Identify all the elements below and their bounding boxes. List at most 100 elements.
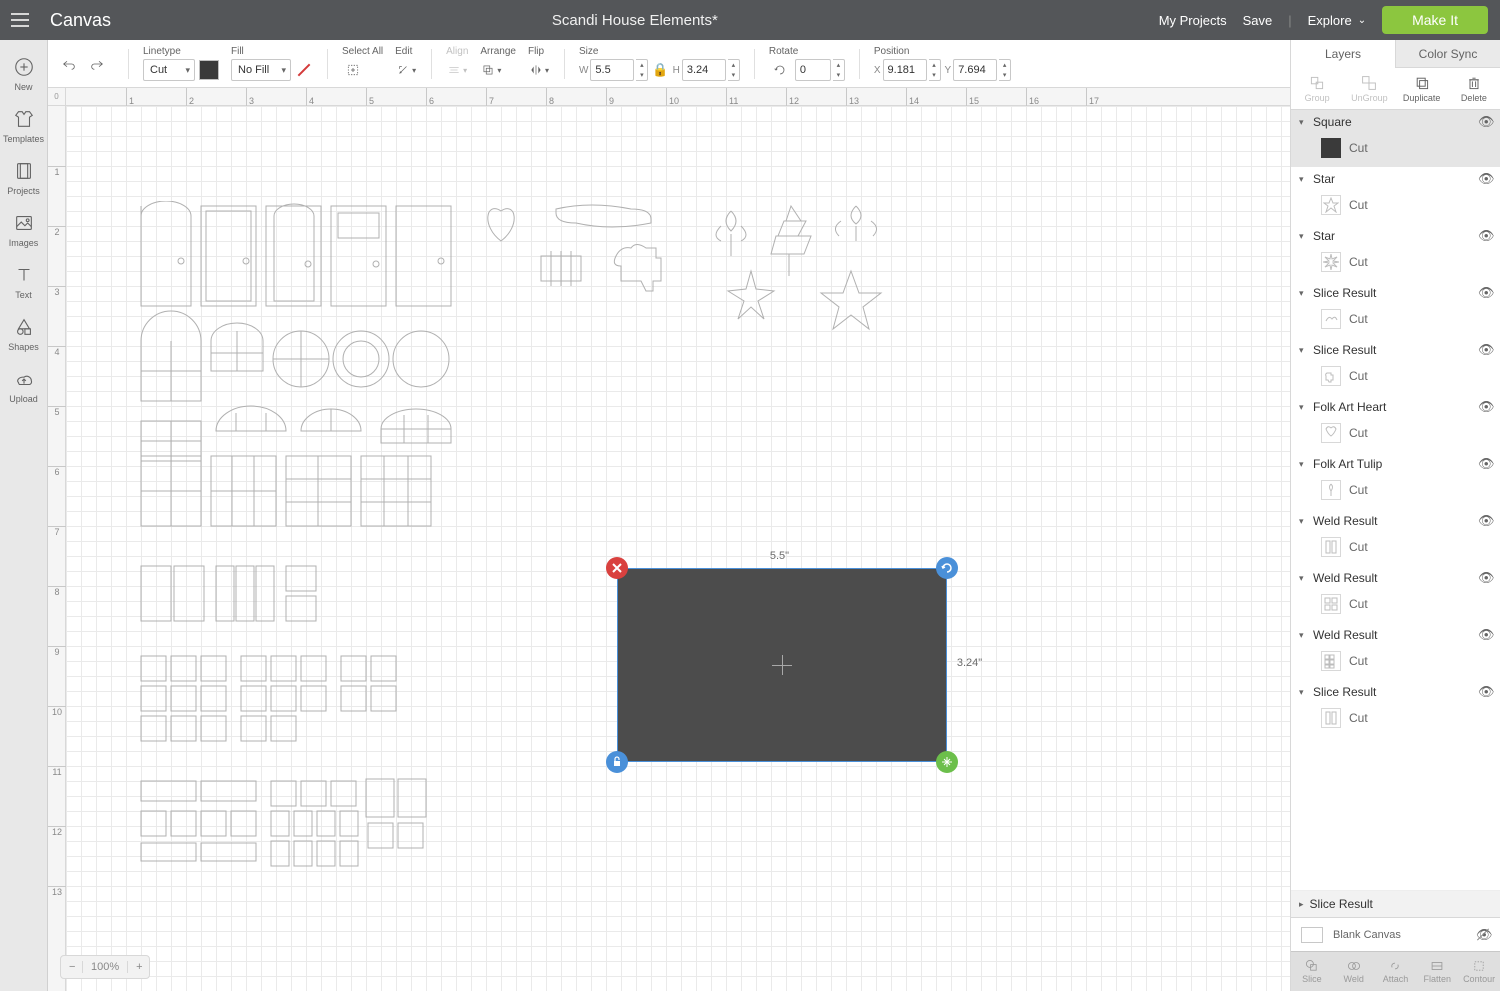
sidebar-images[interactable]: Images <box>0 206 48 254</box>
make-it-button[interactable]: Make It <box>1382 6 1488 34</box>
select-all-button[interactable] <box>342 59 364 81</box>
visibility-icon[interactable]: 👁 <box>1478 456 1492 472</box>
design-mat[interactable]: 5.5" 3.24" <box>66 106 1290 991</box>
layer-name: Slice Result <box>1313 286 1472 300</box>
resize-handle[interactable] <box>936 751 958 773</box>
selected-square[interactable] <box>617 568 947 762</box>
op-flatten: Flatten <box>1416 952 1458 991</box>
caret-icon: ▾ <box>1299 345 1307 356</box>
sidebar-projects[interactable]: Projects <box>0 154 48 202</box>
visibility-icon[interactable]: 👁 <box>1478 342 1492 358</box>
layer-item[interactable]: ▾Star👁Cut <box>1291 167 1500 224</box>
y-stepper[interactable]: ▴▾ <box>999 59 1011 81</box>
sidebar-text[interactable]: Text <box>0 258 48 306</box>
save-link[interactable]: Save <box>1243 13 1273 28</box>
layer-item[interactable]: ▾Weld Result👁Cut <box>1291 566 1500 623</box>
layer-item[interactable]: ▾Star👁Cut <box>1291 224 1500 281</box>
layer-thumb <box>1321 708 1341 728</box>
layer-item[interactable]: ▾Slice Result👁Cut <box>1291 281 1500 338</box>
linetype-swatch[interactable] <box>199 60 219 80</box>
layer-linetype: Cut <box>1349 198 1368 212</box>
rotate-stepper[interactable]: ▴▾ <box>833 59 845 81</box>
visibility-icon[interactable]: 👁 <box>1478 684 1492 700</box>
weld-icon <box>1347 959 1361 973</box>
ruler-origin: 0 <box>48 88 66 106</box>
delete-handle[interactable] <box>606 557 628 579</box>
linetype-select[interactable]: Cut <box>143 59 195 81</box>
explore-dropdown[interactable]: Explore ⌄ <box>1308 13 1366 28</box>
visibility-icon[interactable]: 👁 <box>1478 114 1492 130</box>
sidebar-new[interactable]: New <box>0 50 48 98</box>
visibility-icon[interactable]: 👁 <box>1478 171 1492 187</box>
layer-thumb <box>1321 480 1341 500</box>
layer-name: Weld Result <box>1313 514 1472 528</box>
rotate-input[interactable] <box>795 59 831 81</box>
sidebar-templates[interactable]: Templates <box>0 102 48 150</box>
layer-item[interactable]: ▾Slice Result👁Cut <box>1291 680 1500 737</box>
visibility-icon[interactable]: 👁 <box>1478 627 1492 643</box>
edit-dropdown[interactable] <box>395 59 417 81</box>
action-delete[interactable]: Delete <box>1448 68 1500 109</box>
width-input[interactable] <box>590 59 634 81</box>
visibility-icon[interactable]: 👁 <box>1478 228 1492 244</box>
edit-toolbar: Linetype Cut Fill No Fill Select All Edi… <box>48 40 1290 88</box>
layer-item[interactable]: ▾Weld Result👁Cut <box>1291 623 1500 680</box>
zoom-out-button[interactable]: − <box>61 961 83 973</box>
visibility-icon[interactable]: 👁 <box>1478 570 1492 586</box>
x-input[interactable] <box>883 59 927 81</box>
lock-icon[interactable]: 🔒 <box>652 62 668 78</box>
redo-button[interactable] <box>86 53 108 75</box>
width-stepper[interactable]: ▴▾ <box>636 59 648 81</box>
layer-item[interactable]: ▾Slice Result👁Cut <box>1291 338 1500 395</box>
sidebar-shapes[interactable]: Shapes <box>0 310 48 358</box>
group-icon <box>1309 75 1325 91</box>
width-input-group: W ▴▾ <box>579 59 648 81</box>
chevron-down-icon: ⌄ <box>1358 15 1366 26</box>
canvas-area: 0 1234567891011121314151617 123456789101… <box>48 88 1290 991</box>
layer-item-truncated[interactable]: ▸ Slice Result <box>1291 890 1500 917</box>
action-duplicate[interactable]: Duplicate <box>1396 68 1448 109</box>
height-stepper[interactable]: ▴▾ <box>728 59 740 81</box>
visibility-icon[interactable]: 👁 <box>1478 285 1492 301</box>
text-icon <box>13 264 35 286</box>
rotate-button[interactable] <box>769 59 791 81</box>
layer-item[interactable]: ▾Weld Result👁Cut <box>1291 509 1500 566</box>
arrange-dropdown[interactable] <box>480 59 502 81</box>
menu-button[interactable] <box>0 0 40 40</box>
tab-colorsync[interactable]: Color Sync <box>1396 40 1500 68</box>
edit-label: Edit <box>395 46 417 57</box>
caret-icon: ▾ <box>1299 459 1307 470</box>
layer-item[interactable]: ▾Folk Art Heart👁Cut <box>1291 395 1500 452</box>
blank-canvas-row[interactable]: Blank Canvas 👁 <box>1291 917 1500 951</box>
sidebar-upload[interactable]: Upload <box>0 362 48 410</box>
divider: | <box>1288 13 1291 28</box>
design-elements-left <box>136 201 536 951</box>
right-panel: Layers Color Sync GroupUnGroupDuplicateD… <box>1290 40 1500 991</box>
tab-layers[interactable]: Layers <box>1291 40 1396 68</box>
y-input[interactable] <box>953 59 997 81</box>
rotate-handle[interactable] <box>936 557 958 579</box>
visibility-icon[interactable]: 👁 <box>1478 513 1492 529</box>
sidebar-item-label: Templates <box>3 134 44 144</box>
x-stepper[interactable]: ▴▾ <box>929 59 941 81</box>
selection-bounds[interactable]: 5.5" 3.24" <box>617 568 947 762</box>
fill-select[interactable]: No Fill <box>231 59 291 81</box>
fill-label: Fill <box>231 46 313 57</box>
layer-name: Weld Result <box>1313 571 1472 585</box>
layer-item[interactable]: ▾Folk Art Tulip👁Cut <box>1291 452 1500 509</box>
caret-icon: ▾ <box>1299 687 1307 698</box>
flip-dropdown[interactable] <box>528 59 550 81</box>
my-projects-link[interactable]: My Projects <box>1159 13 1227 28</box>
layer-thumb <box>1321 594 1341 614</box>
undo-button[interactable] <box>58 53 80 75</box>
visibility-off-icon[interactable]: 👁 <box>1476 927 1490 943</box>
op-weld: Weld <box>1333 952 1375 991</box>
lock-handle[interactable] <box>606 751 628 773</box>
layer-linetype: Cut <box>1349 426 1368 440</box>
layer-thumb <box>1321 423 1341 443</box>
zoom-in-button[interactable]: + <box>127 961 149 973</box>
select-all-label: Select All <box>342 46 383 57</box>
height-input[interactable] <box>682 59 726 81</box>
layer-item[interactable]: ▾Square👁Cut <box>1291 110 1500 167</box>
visibility-icon[interactable]: 👁 <box>1478 399 1492 415</box>
